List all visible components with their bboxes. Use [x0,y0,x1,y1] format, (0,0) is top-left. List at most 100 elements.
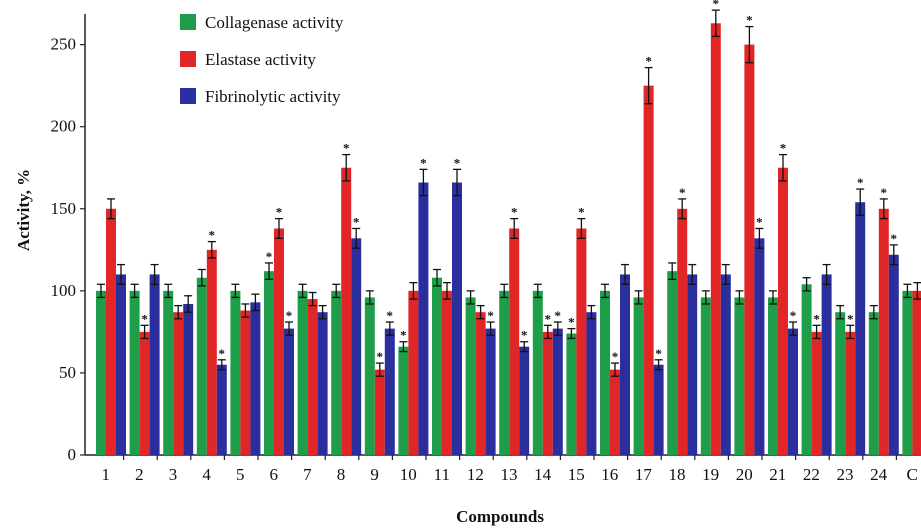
bar-elastase-activity-16 [610,369,620,455]
bar-elastase-activity-14 [542,331,553,455]
bar-elastase-activity-12 [475,312,486,455]
bar-collagenase-activity-9 [364,297,375,455]
y-axis-title: Activity, % [14,169,33,251]
significance-mark: * [881,185,888,200]
bar-collagenase-activity-16 [600,290,610,455]
bar-collagenase-activity-19 [700,297,711,455]
bar-collagenase-activity-21 [768,297,778,455]
bar-collagenase-activity-23 [835,312,846,455]
bar-collagenase-activity-22 [801,284,812,455]
bar-fibrinolytic-activity-17 [653,364,664,455]
bar-fibrinolytic-activity-15 [586,312,597,455]
bar-collagenase-activity-14 [532,290,543,455]
bar-elastase-activity-20 [744,44,755,455]
bar-fibrinolytic-activity-6 [284,328,294,455]
bar-collagenase-activity-C [902,290,913,455]
significance-mark: * [420,155,427,170]
x-tick-label: 18 [669,465,686,484]
bar-elastase-activity-10 [408,290,419,455]
bar-collagenase-activity-7 [297,290,308,455]
bar-collagenase-activity-6 [264,271,274,455]
x-tick-label: 17 [635,465,653,484]
bar-fibrinolytic-activity-12 [485,328,496,455]
bar-elastase-activity-21 [778,167,788,456]
bar-fibrinolytic-activity-8 [351,238,362,455]
bar-elastase-activity-24 [878,208,889,455]
bar-collagenase-activity-1 [96,290,106,455]
bar-elastase-activity-13 [509,228,520,455]
bar-elastase-activity-22 [811,331,822,455]
bar-elastase-activity-7 [307,299,318,455]
significance-mark: * [209,228,216,243]
bar-elastase-activity-8 [341,167,352,456]
significance-mark: * [400,328,407,343]
bar-collagenase-activity-15 [566,333,577,455]
y-tick-label: 0 [68,445,77,464]
significance-mark: * [612,349,619,364]
bar-collagenase-activity-10 [398,346,409,455]
x-tick-label: 10 [400,465,417,484]
bar-fibrinolytic-activity-10 [418,182,429,455]
bar-collagenase-activity-20 [734,297,745,455]
bar-fibrinolytic-activity-13 [519,346,530,455]
bar-elastase-activity-17 [643,85,654,456]
x-tick-label: 9 [370,465,379,484]
x-tick-label: 5 [236,465,245,484]
significance-mark: * [266,249,273,264]
x-tick-label: 8 [337,465,346,484]
significance-mark: * [756,214,763,229]
legend: Collagenase activity Elastase activity Fib… [180,13,344,106]
x-tick-label: 4 [202,465,211,484]
bar-elastase-activity-5 [240,310,251,455]
significance-mark: * [545,311,552,326]
x-tick-label: 15 [568,465,585,484]
y-tick-label: 250 [51,35,77,54]
bar-elastase-activity-3 [173,312,184,455]
bar-fibrinolytic-activity-21 [788,328,798,455]
significance-mark: * [286,308,293,323]
bar-fibrinolytic-activity-4 [216,364,227,455]
legend-label: Fibrinolytic activity [205,87,341,106]
x-tick-label: C [907,465,918,484]
significance-mark: * [568,315,575,330]
bar-fibrinolytic-activity-3 [183,303,194,455]
bar-collagenase-activity-3 [163,290,174,455]
bar-fibrinolytic-activity-24 [888,254,899,455]
y-tick-label: 150 [51,199,77,218]
significance-mark: * [555,308,562,323]
x-tick-label: 22 [803,465,820,484]
significance-mark: * [578,205,585,220]
x-tick-label: 12 [467,465,484,484]
x-tick-label: 16 [601,465,618,484]
bar-elastase-activity-4 [206,249,217,455]
bar-fibrinolytic-activity-7 [317,312,328,455]
bar-fibrinolytic-activity-1 [116,274,126,455]
legend-swatch [180,14,196,30]
significance-mark: * [857,175,864,190]
x-tick-label: 20 [736,465,753,484]
bar-marks [96,9,921,456]
significance-mark: * [746,13,753,28]
significance-mark: * [645,54,652,69]
significance-mark: * [454,155,461,170]
bar-elastase-activity-19 [710,23,721,455]
bar-collagenase-activity-18 [667,271,678,455]
significance-mark: * [219,346,226,361]
significance-mark: * [353,214,360,229]
bar-fibrinolytic-activity-19 [720,274,731,455]
significance-mark: * [521,328,528,343]
x-tick-label: 14 [534,465,552,484]
y-tick-label: 200 [51,117,77,136]
bar-fibrinolytic-activity-16 [620,274,630,455]
bar-collagenase-activity-5 [230,290,241,455]
bar-elastase-activity-15 [576,228,587,455]
significance-mark: * [276,205,283,220]
x-tick-label: 3 [169,465,178,484]
x-tick-label: 7 [303,465,312,484]
significance-mark: * [847,311,854,326]
bar-fibrinolytic-activity-5 [250,302,261,455]
significance-mark: * [713,0,720,11]
significance-mark: * [377,349,384,364]
